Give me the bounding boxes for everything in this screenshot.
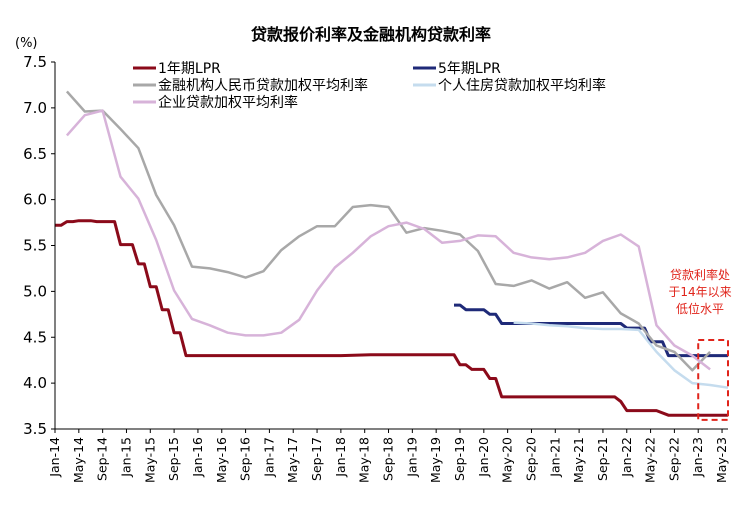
series-line-3 [65,90,711,372]
x-tick-label: Jan-21 [547,437,562,478]
plot-area [55,90,729,417]
x-tick-label: Jan-16 [190,437,205,478]
x-tick-label: May-17 [285,437,300,483]
y-tick-label: 6.0 [23,191,47,209]
x-tick-label: Jan-14 [47,437,62,478]
chart-title: 贷款报价利率及金融机构贷款利率 [251,25,491,44]
x-tick-label: Jan-18 [333,437,348,478]
x-tick-label: May-23 [714,437,729,483]
x-tick-label: Sep-22 [666,437,681,481]
y-tick-label: 4.0 [23,374,47,392]
annotation-text: 低位水平 [676,301,724,316]
y-tick-label: 7.0 [23,99,47,117]
x-tick-label: Jan-22 [619,437,634,478]
legend-label: 金融机构人民币贷款加权平均利率 [158,77,368,94]
series-line-4 [513,321,729,389]
x-tick-label: May-20 [500,437,515,483]
x-tick-label: Jan-23 [690,437,705,478]
legend-label: 5年期LPR [438,61,501,77]
legend-label: 1年期LPR [158,61,221,77]
y-axis-unit-label: (%) [15,36,38,51]
x-tick-label: Sep-16 [238,437,253,481]
x-tick-label: Sep-21 [595,437,610,481]
x-tick-label: Sep-18 [381,437,396,481]
x-tick-label: May-14 [71,437,86,483]
x-tick-label: Sep-19 [452,437,467,481]
x-tick-label: Jan-20 [476,437,491,478]
x-tick-label: Sep-15 [166,437,181,481]
annotation-box [697,339,730,421]
x-tick-label: Jan-17 [261,437,276,478]
annotation-text: 于14年以来 [668,285,731,299]
annotation-text: 贷款利率处 [670,267,730,282]
x-tick-label: May-15 [142,437,157,483]
x-tick-label: Sep-17 [309,437,324,481]
series-line-5 [65,109,711,371]
x-tick-label: Sep-20 [523,437,538,481]
y-tick-label: 4.5 [23,328,47,346]
y-tick-label: 7.5 [23,53,47,71]
x-tick-label: Sep-14 [95,437,110,481]
x-tick-label: Jan-19 [404,437,419,478]
x-tick-label: Jan-15 [118,437,133,478]
y-tick-label: 3.5 [23,420,47,438]
x-tick-label: May-22 [643,437,658,483]
x-tick-label: May-19 [428,437,443,483]
legend-label: 企业贷款加权平均利率 [158,94,298,111]
y-tick-label: 5.0 [23,282,47,300]
x-tick-label: May-18 [357,437,372,483]
series-line-1 [55,219,728,417]
y-tick-label: 5.5 [23,237,47,255]
x-tick-label: May-16 [214,437,229,483]
legend-label: 个人住房贷款加权平均利率 [438,77,606,94]
legend: 1年期LPR 5年期LPR 金融机构人民币贷款加权平均利率 个人住房贷款加权平均利率企… [133,61,606,111]
y-tick-label: 6.5 [23,145,47,163]
x-tick-label: May-21 [571,437,586,483]
axes: 3.5 4.0 4.5 5.0 5.5 6.0 6.5 7.0 7.5 Jan-14 May-14 S… [23,53,729,483]
